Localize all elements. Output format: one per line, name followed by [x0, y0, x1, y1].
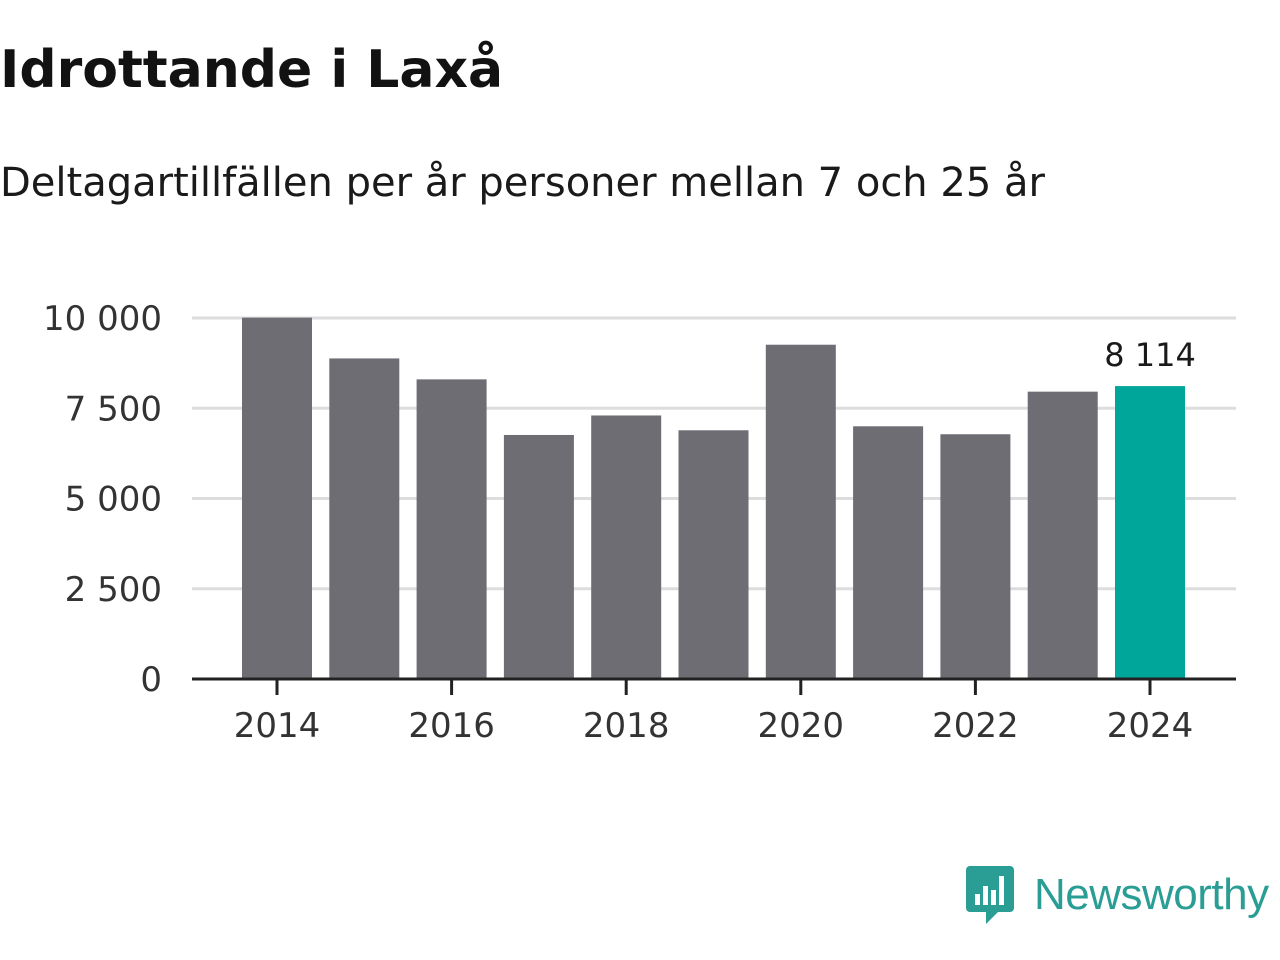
newsworthy-logo-text: Newsworthy — [1034, 870, 1269, 919]
y-tick-label: 2 500 — [65, 570, 162, 610]
y-tick-label: 7 500 — [65, 389, 162, 429]
x-tick-label: 2020 — [758, 706, 845, 746]
x-tick-label: 2018 — [583, 706, 670, 746]
bar-2017 — [503, 434, 574, 679]
labels: 0 2 500 5 000 7 500 10 000 8 114 2014 2016 2018 2… — [43, 299, 1196, 746]
bar-2024 — [1115, 386, 1185, 679]
bar-2015 — [329, 358, 400, 679]
newsworthy-logo: Newsworthy — [964, 864, 1269, 926]
axes — [192, 677, 1236, 695]
chart-subtitle: Deltagartillfällen per år personer mella… — [0, 160, 1045, 206]
y-tick-label: 10 000 — [43, 299, 162, 339]
bar-2020 — [765, 344, 836, 679]
y-tick-label: 0 — [140, 660, 162, 700]
x-tick-label: 2016 — [408, 706, 495, 746]
x-tick-label: 2014 — [234, 706, 321, 746]
bar-2014 — [242, 317, 312, 679]
bar-2023 — [1027, 391, 1098, 679]
bar-2016 — [416, 379, 487, 679]
chart-title: Idrottande i Laxå — [0, 40, 504, 100]
highlight-value-label: 8 114 — [1104, 336, 1196, 374]
bar-2018 — [591, 415, 662, 679]
bar-2022 — [940, 434, 1011, 679]
bar-2021 — [853, 426, 924, 679]
x-tick-label: 2022 — [932, 706, 1019, 746]
x-tick-label: 2024 — [1107, 706, 1194, 746]
bars — [242, 317, 1185, 679]
bar-2019 — [678, 430, 749, 679]
newsworthy-logo-icon — [966, 866, 1014, 924]
y-tick-label: 5 000 — [65, 480, 162, 520]
